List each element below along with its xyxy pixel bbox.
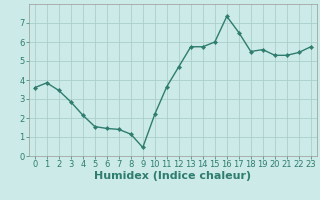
X-axis label: Humidex (Indice chaleur): Humidex (Indice chaleur) (94, 171, 252, 181)
